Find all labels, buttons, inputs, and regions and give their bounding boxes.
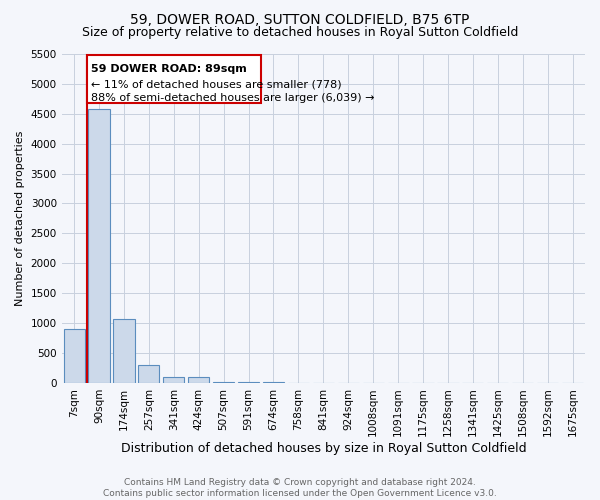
Bar	[88, 109, 110, 383]
Text: Contains HM Land Registry data © Crown copyright and database right 2024.
Contai: Contains HM Land Registry data © Crown c…	[103, 478, 497, 498]
Text: 59, DOWER ROAD, SUTTON COLDFIELD, B75 6TP: 59, DOWER ROAD, SUTTON COLDFIELD, B75 6T…	[130, 12, 470, 26]
Text: ← 11% of detached houses are smaller (778): ← 11% of detached houses are smaller (77…	[91, 79, 341, 89]
Text: Size of property relative to detached houses in Royal Sutton Coldfield: Size of property relative to detached ho…	[82, 26, 518, 39]
Text: 59 DOWER ROAD: 89sqm: 59 DOWER ROAD: 89sqm	[91, 64, 247, 74]
Bar	[188, 377, 209, 383]
Bar	[64, 329, 85, 383]
FancyBboxPatch shape	[87, 55, 261, 103]
Text: 88% of semi-detached houses are larger (6,039) →: 88% of semi-detached houses are larger (…	[91, 92, 374, 102]
Bar	[138, 365, 160, 383]
Bar	[163, 377, 184, 383]
X-axis label: Distribution of detached houses by size in Royal Sutton Coldfield: Distribution of detached houses by size …	[121, 442, 526, 455]
Y-axis label: Number of detached properties: Number of detached properties	[15, 130, 25, 306]
Bar	[113, 319, 134, 383]
